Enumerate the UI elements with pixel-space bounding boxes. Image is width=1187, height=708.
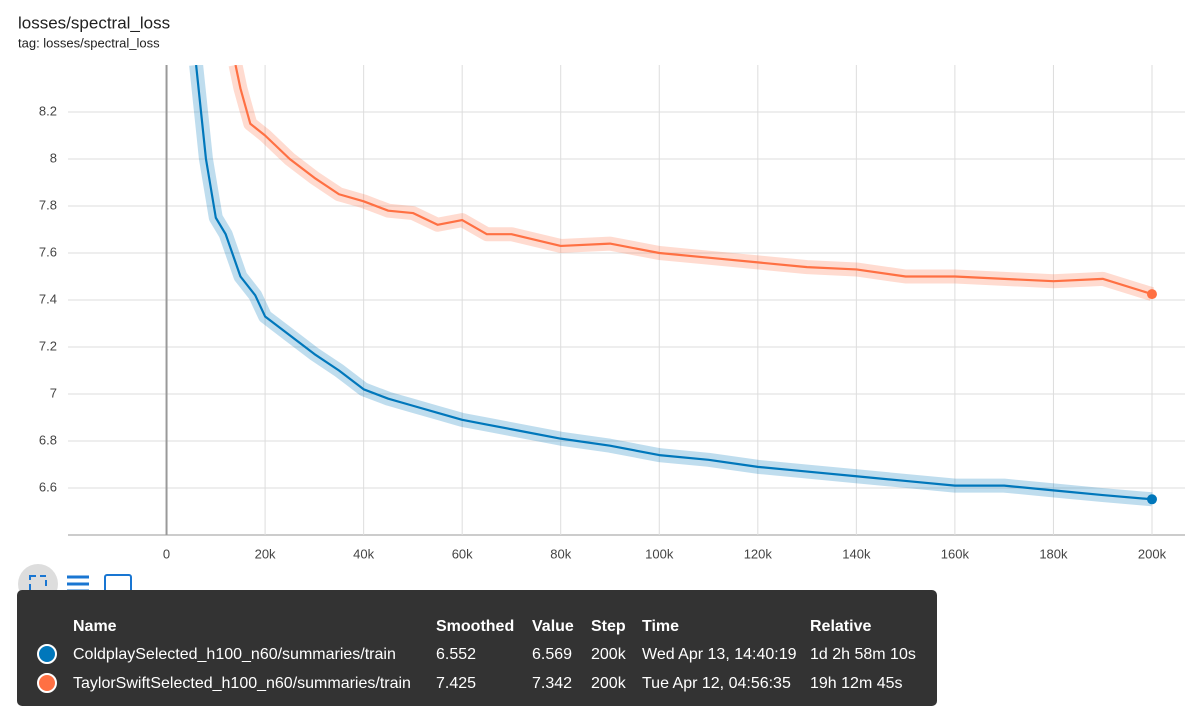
x-tick-label: 80k (550, 546, 571, 561)
tooltip-cell: 6.552 (436, 646, 477, 663)
x-tick-label: 20k (255, 546, 276, 561)
run-dot-0 (37, 644, 57, 664)
x-tick-label: 60k (452, 546, 473, 561)
y-tick-label: 7.4 (39, 291, 57, 306)
run-dot-1 (37, 673, 57, 693)
col-header: Relative (810, 618, 872, 635)
list-icon[interactable] (67, 575, 89, 593)
y-tick-label: 7 (50, 385, 57, 400)
y-tick-label: 6.6 (39, 479, 57, 494)
tooltip: Name Smoothed Value Step Time Relative C… (17, 590, 937, 706)
col-header: Name (73, 618, 117, 635)
col-header: Value (532, 618, 574, 635)
x-tick-label: 140k (842, 546, 871, 561)
tooltip-cell: 19h 12m 45s (810, 675, 903, 692)
tooltip-cell: 200k (591, 646, 626, 663)
col-header: Time (642, 618, 680, 635)
run-name: ColdplaySelected_h100_n60/summaries/trai… (73, 646, 396, 663)
tooltip-cell: 1d 2h 58m 10s (810, 646, 916, 663)
tooltip-cell: 7.342 (532, 675, 573, 692)
x-tick-label: 100k (645, 546, 674, 561)
chart-subtitle: tag: losses/spectral_loss (18, 35, 160, 50)
y-tick-label: 7.8 (39, 197, 57, 212)
tooltip-cell: 200k (591, 675, 626, 692)
x-tick-label: 160k (941, 546, 970, 561)
run-name: TaylorSwiftSelected_h100_n60/summaries/t… (73, 675, 411, 692)
end-dot (1146, 289, 1157, 300)
series-line (195, 65, 1153, 501)
y-tick-label: 8 (50, 150, 57, 165)
x-tick-label: 200k (1138, 546, 1167, 561)
col-header: Step (591, 618, 626, 635)
y-tick-label: 7.2 (39, 338, 57, 353)
tooltip-cell: Wed Apr 13, 14:40:19 (642, 646, 797, 663)
tooltip-cell: 7.425 (436, 675, 477, 692)
chart-title: losses/spectral_loss (18, 13, 170, 32)
raw-band (228, 65, 1155, 301)
y-tick-label: 6.8 (39, 432, 57, 447)
x-tick-label: 120k (744, 546, 773, 561)
x-tick-label: 40k (353, 546, 374, 561)
end-dot (1146, 494, 1157, 505)
tooltip-cell: 6.569 (532, 646, 573, 663)
series-line (234, 65, 1153, 296)
x-tick-label: 180k (1039, 546, 1068, 561)
tooltip-cell: Tue Apr 12, 04:56:35 (642, 675, 791, 692)
y-tick-label: 8.2 (39, 103, 57, 118)
y-tick-label: 7.6 (39, 244, 57, 259)
x-tick-label: 0 (163, 546, 170, 561)
col-header: Smoothed (436, 618, 515, 635)
